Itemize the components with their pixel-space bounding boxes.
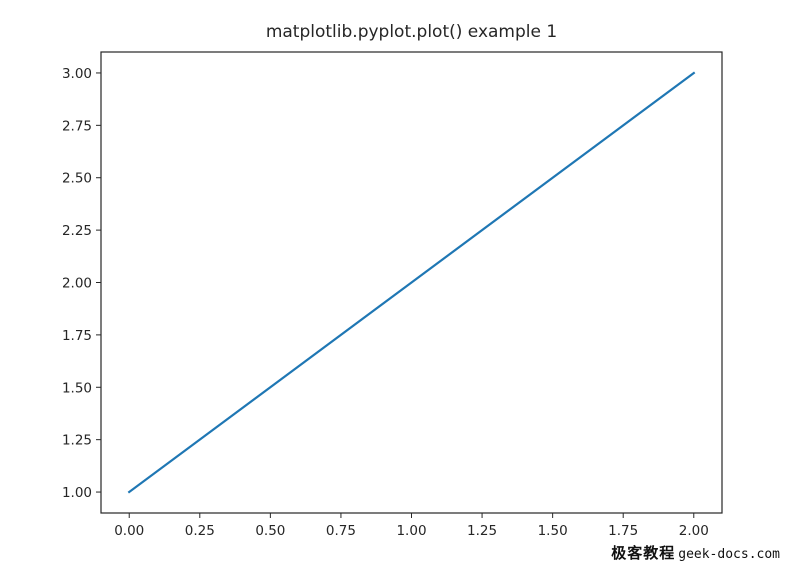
y-tick-label: 1.00 (62, 485, 92, 501)
watermark-cn: 极客教程 (611, 544, 676, 562)
x-tick-label: 1.00 (396, 523, 426, 539)
x-tick-label: 0.00 (114, 523, 144, 539)
x-tick-label: 0.25 (185, 523, 215, 539)
x-tick-label: 0.50 (255, 523, 285, 539)
x-tick-label: 1.25 (467, 523, 497, 539)
chart-title: matplotlib.pyplot.plot() example 1 (265, 22, 558, 42)
y-tick-label: 1.50 (62, 380, 92, 396)
data-line (127, 71, 696, 494)
y-tick-label: 2.00 (62, 276, 92, 292)
y-tick-label: 1.75 (62, 328, 92, 344)
watermark-en: geek-docs.com (678, 547, 780, 562)
x-tick-label: 1.75 (608, 523, 638, 539)
y-tick-label: 2.50 (62, 171, 92, 187)
y-tick-label: 3.00 (62, 66, 92, 82)
x-tick-label: 0.75 (326, 523, 356, 539)
y-tick-label: 2.75 (62, 118, 92, 134)
watermark: 极客教程 geek-docs.com (611, 542, 780, 563)
x-tick-label: 1.50 (538, 523, 568, 539)
x-tick-label: 2.00 (679, 523, 709, 539)
plot-area: 0.00 0.25 0.50 0.75 1.00 1.25 1.50 1.75 2.00 1.00… (62, 51, 723, 539)
y-tick-label: 1.25 (62, 433, 92, 449)
y-tick-label: 2.25 (62, 223, 92, 239)
